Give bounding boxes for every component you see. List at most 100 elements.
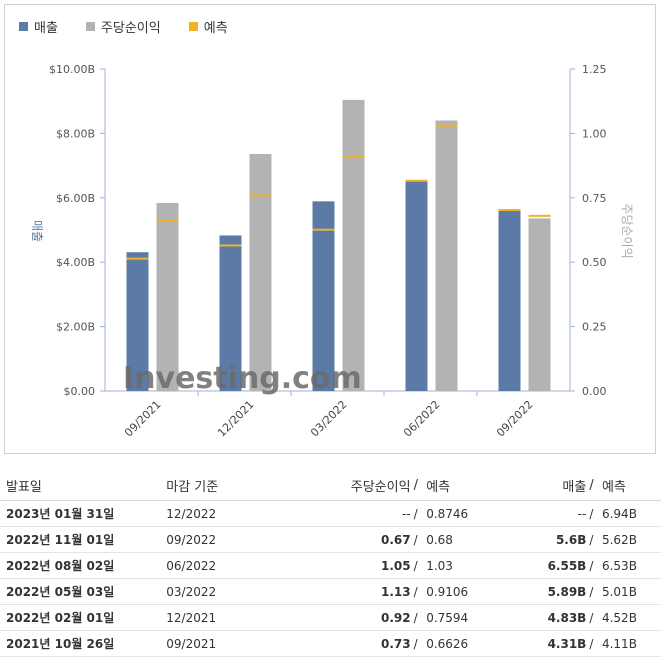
row-period: 03/2022 (165, 578, 284, 605)
header-revenue-forecast[interactable]: 예측 (600, 470, 661, 501)
row-revenue-forecast: 5.01B (600, 578, 661, 605)
table-row: 2021년 10월 26일 09/2021 0.73/0.6626 4.31B/4.1… (0, 630, 661, 657)
legend-label-revenue: 매출 (34, 21, 58, 36)
eps-bar (528, 218, 551, 391)
legend-swatch-revenue (19, 22, 28, 31)
row-slash: / (412, 630, 426, 657)
table-row: 2023년 01월 31일 12/2022 --/0.8746 --/6.94B (0, 500, 661, 527)
x-tick-label: 03/2022 (308, 398, 350, 440)
row-eps: -- (283, 500, 413, 527)
row-period: 09/2021 (165, 630, 284, 657)
revenue-forecast-marker (498, 209, 521, 212)
revenue-forecast-marker (312, 228, 335, 231)
row-eps-forecast: 0.9106 (425, 578, 501, 605)
row-eps: 1.13 (283, 578, 413, 605)
right-tick-label: 0.00 (582, 385, 607, 398)
header-slash: / (412, 470, 426, 501)
header-revenue[interactable]: 매출 (500, 470, 589, 501)
revenue-forecast-marker (405, 179, 428, 182)
row-eps-forecast: 0.68 (425, 526, 501, 553)
row-date: 2021년 10월 26일 (0, 630, 166, 657)
x-tick-label: 06/2022 (401, 398, 443, 440)
revenue-bar (312, 201, 335, 391)
revenue-bar (405, 180, 428, 391)
row-slash: / (588, 578, 601, 605)
row-period: 06/2022 (165, 552, 284, 579)
row-period: 09/2022 (165, 526, 284, 553)
revenue-bar (219, 235, 242, 391)
earnings-table: 발표일 마감 기준 주당순이익 / 예측 매출 / 예측 2023년 01월 3… (0, 470, 661, 657)
header-period[interactable]: 마감 기준 (165, 470, 284, 501)
revenue-forecast-marker (219, 244, 242, 247)
row-period: 12/2021 (165, 604, 284, 631)
earnings-chart-panel: 매출 주당순이익 예측 $0.00 0.00 $2.00B 0.25 $4.00B 0.5… (4, 4, 656, 454)
row-revenue-forecast: 6.94B (600, 500, 661, 527)
header-eps-forecast[interactable]: 예측 (425, 470, 501, 501)
eps-forecast-marker (249, 194, 272, 197)
row-slash: / (588, 604, 601, 631)
x-tick-label: 09/2022 (494, 398, 536, 440)
row-slash: / (412, 500, 426, 527)
eps-forecast-marker (342, 155, 365, 158)
right-tick-label: 0.75 (582, 192, 607, 205)
row-eps: 0.67 (283, 526, 413, 553)
row-eps-forecast: 0.6626 (425, 630, 501, 657)
row-period: 12/2022 (165, 500, 284, 527)
chart-legend: 매출 주당순이익 예측 (19, 17, 256, 36)
row-slash: / (588, 630, 601, 657)
left-tick-label: $4.00B (56, 256, 95, 269)
row-eps: 1.05 (283, 552, 413, 579)
row-slash: / (412, 604, 426, 631)
row-slash: / (588, 526, 601, 553)
row-revenue: 5.89B (500, 578, 589, 605)
right-tick-label: 0.50 (582, 256, 607, 269)
row-revenue: 5.6B (500, 526, 589, 553)
header-date[interactable]: 발표일 (0, 470, 166, 501)
row-revenue: 4.31B (500, 630, 589, 657)
row-revenue-forecast: 5.62B (600, 526, 661, 553)
row-slash: / (588, 552, 601, 579)
row-eps-forecast: 1.03 (425, 552, 501, 579)
left-tick-label: $0.00 (64, 385, 96, 398)
table-row: 2022년 11월 01일 09/2022 0.67/0.68 5.6B/5.62B (0, 526, 661, 553)
legend-swatch-forecast (188, 22, 198, 31)
revenue-forecast-marker (126, 257, 149, 260)
row-date: 2022년 08월 02일 (0, 552, 166, 579)
row-date: 2022년 05월 03일 (0, 578, 166, 605)
x-tick-label: 12/2021 (215, 398, 257, 440)
left-tick-label: $6.00B (56, 192, 95, 205)
legend-swatch-eps (85, 22, 95, 31)
table-row: 2022년 02월 01일 12/2021 0.92/0.7594 4.83B/4.5… (0, 604, 661, 631)
row-revenue: 4.83B (500, 604, 589, 631)
bar-chart: $0.00 0.00 $2.00B 0.25 $4.00B 0.50 $6.00B 0.75 $… (30, 63, 634, 440)
row-eps-forecast: 0.8746 (425, 500, 501, 527)
eps-forecast-marker (156, 219, 179, 222)
eps-bar (156, 202, 179, 391)
row-revenue-forecast: 4.11B (600, 630, 661, 657)
eps-bar (342, 99, 365, 392)
eps-bar (435, 120, 458, 392)
header-eps[interactable]: 주당순이익 (283, 470, 413, 501)
revenue-bar (126, 252, 149, 391)
row-eps-forecast: 0.7594 (425, 604, 501, 631)
eps-bar (249, 154, 272, 391)
right-tick-label: 1.00 (582, 127, 607, 140)
eps-forecast-marker (528, 214, 551, 217)
table-row: 2022년 08월 02일 06/2022 1.05/1.03 6.55B/6.53B (0, 552, 661, 579)
row-slash: / (412, 552, 426, 579)
row-date: 2022년 02월 01일 (0, 604, 166, 631)
legend-item-revenue[interactable]: 매출 (19, 17, 58, 36)
right-axis-title: 주당순이익 (620, 203, 634, 258)
row-slash: / (412, 526, 426, 553)
row-revenue-forecast: 4.52B (600, 604, 661, 631)
row-revenue-forecast: 6.53B (600, 552, 661, 579)
legend-item-eps[interactable]: 주당순이익 (85, 17, 161, 36)
legend-label-eps: 주당순이익 (100, 21, 161, 36)
row-eps: 0.73 (283, 630, 413, 657)
table-row: 2022년 05월 03일 03/2022 1.13/0.9106 5.89B/5.0… (0, 578, 661, 605)
legend-item-forecast[interactable]: 예측 (188, 17, 228, 36)
x-tick-label: 09/2021 (122, 398, 164, 440)
row-revenue: -- (500, 500, 589, 527)
right-tick-label: 1.25 (582, 63, 607, 76)
left-tick-label: $2.00B (56, 321, 95, 334)
